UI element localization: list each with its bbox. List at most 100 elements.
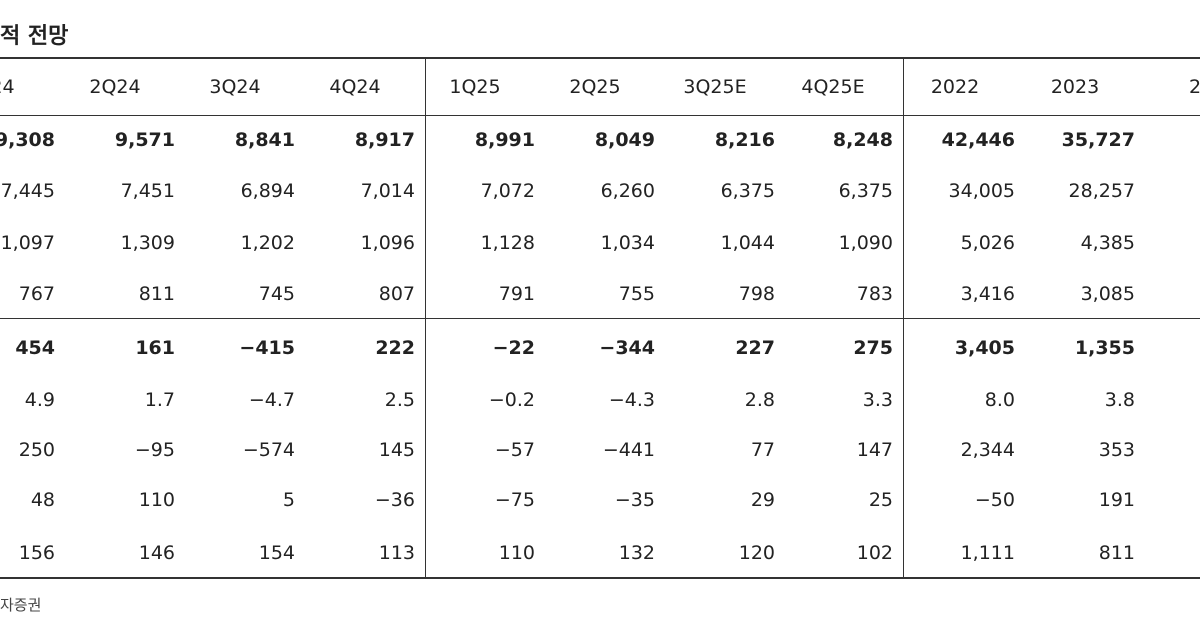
table-cell: 7,014 [360,180,415,202]
table-cell: 110 [138,489,175,511]
table-cell: 4,385 [1080,232,1135,254]
table-cell: 811 [138,283,175,305]
column-divider [903,58,904,578]
table-cell: 1,111 [960,542,1015,564]
table-cell: −50 [974,489,1015,511]
table-cell: 1,202 [240,232,295,254]
table-cell: −57 [494,439,535,461]
table-cell: −415 [239,337,295,359]
table-cell: 755 [618,283,655,305]
table-cell: 3,416 [960,283,1015,305]
table-cell: 275 [853,337,893,359]
table-cell: 2.5 [384,389,415,411]
header-cell: Q24 [0,76,15,98]
table-cell: 120 [738,542,775,564]
table-cell: 6,894 [240,180,295,202]
table-cell: 7,451 [120,180,175,202]
table-cell: 1,097 [0,232,55,254]
table-cell: 113 [378,542,415,564]
top-border [0,57,1200,59]
table-cell: 7,445 [0,180,55,202]
table-cell: 48 [30,489,55,511]
table-cell: −36 [374,489,415,511]
table-cell: 227 [735,337,775,359]
table-cell: −95 [134,439,175,461]
table-cell: 2,344 [960,439,1015,461]
table-cell: −0.2 [488,389,535,411]
table-cell: 2 [1135,166,1200,216]
table-cell: 1,090 [838,232,893,254]
table-cell: 2.8 [744,389,775,411]
table-cell: 3.3 [862,389,893,411]
table-cell: 3,085 [1080,283,1135,305]
header-cell: 2Q25 [569,76,621,98]
table-cell: 77 [750,439,775,461]
table-cell: −75 [494,489,535,511]
table-cell: 8,216 [714,129,775,151]
table-cell: 147 [856,439,893,461]
table-cell: 3,405 [954,337,1015,359]
table-cell: 34,005 [948,180,1015,202]
table-cell: 222 [375,337,415,359]
header-cell: 2 [1188,76,1200,98]
table-cell: 8,049 [594,129,655,151]
table-cell: 25 [868,489,893,511]
table-cell: 3 [1135,115,1200,165]
header-cell: 2023 [1050,76,1100,98]
header-cell: 4Q25E [801,76,865,98]
table-cell: 5,026 [960,232,1015,254]
table-cell: 353 [1098,439,1135,461]
table-cell: 1,034 [600,232,655,254]
table-cell: 1.7 [144,389,175,411]
table-cell: 1,128 [480,232,535,254]
header-cell: 4Q24 [329,76,381,98]
source-note: 자증권 [0,596,42,614]
table-cell: 745 [258,283,295,305]
table-cell: 9,308 [0,129,55,151]
table-cell: 783 [856,283,893,305]
table-cell: 6,260 [600,180,655,202]
table-cell: 8,991 [474,129,535,151]
table-cell: 1,044 [720,232,775,254]
table-cell: 132 [618,542,655,564]
table-cell: 1,096 [360,232,415,254]
header-cell: 3Q24 [209,76,261,98]
table-cell: 29 [750,489,775,511]
table-cell: 791 [498,283,535,305]
header-cell: 2Q24 [89,76,141,98]
table-cell: 28,257 [1068,180,1135,202]
table-cell: 6,375 [838,180,893,202]
table-cell: 8,841 [234,129,295,151]
header-cell: 3Q25E [683,76,747,98]
table-cell: 8.0 [984,389,1015,411]
bottom-border [0,577,1200,579]
table-cell: 9,571 [114,129,175,151]
header-border [0,115,1200,116]
table-cell: 1,355 [1074,337,1135,359]
table-cell: 250 [18,439,55,461]
table-cell: −574 [242,439,295,461]
table-cell: 767 [18,283,55,305]
table-cell: 8,248 [832,129,893,151]
table-cell: 1,309 [120,232,175,254]
table-cell: −4.7 [248,389,295,411]
table-cell: 145 [378,439,415,461]
table-cell: 154 [258,542,295,564]
table-cell: −35 [614,489,655,511]
table-cell: −344 [599,337,655,359]
table-cell: 5 [282,489,295,511]
table-title: 적 전망 [0,24,69,49]
table-cell: −4.3 [608,389,655,411]
table-cell: 6,375 [720,180,775,202]
column-divider [425,58,426,578]
group-border [0,318,1200,319]
table-cell: 811 [1098,542,1135,564]
table-cell: 191 [1098,489,1135,511]
table-cell: 3.8 [1104,389,1135,411]
table-cell: 807 [378,283,415,305]
table-cell: 156 [18,542,55,564]
table-cell: 8,917 [354,129,415,151]
table-cell: 798 [738,283,775,305]
table-cell: 146 [138,542,175,564]
